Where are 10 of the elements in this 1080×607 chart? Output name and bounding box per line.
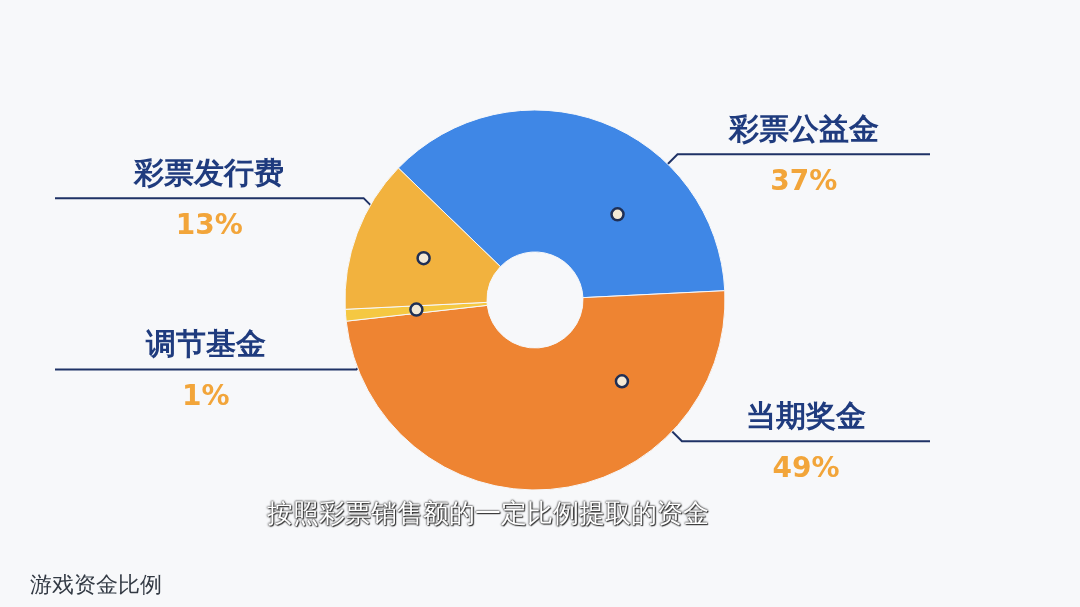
text: 按照彩票销售额的一定比例提取的资金: [265, 497, 710, 530]
slice-label: 彩票发行费: [133, 154, 285, 190]
data-label: 1%: [181, 379, 230, 413]
data-label: 13%: [175, 207, 243, 241]
data-label: 49%: [772, 450, 840, 484]
data-label: 37%: [770, 163, 838, 197]
slice-label: 彩票公益金: [727, 110, 879, 146]
slice-label: 当期奖金: [745, 397, 866, 433]
text: 游戏资金比例: [30, 571, 162, 599]
slice-label: 调节基金: [144, 326, 266, 362]
